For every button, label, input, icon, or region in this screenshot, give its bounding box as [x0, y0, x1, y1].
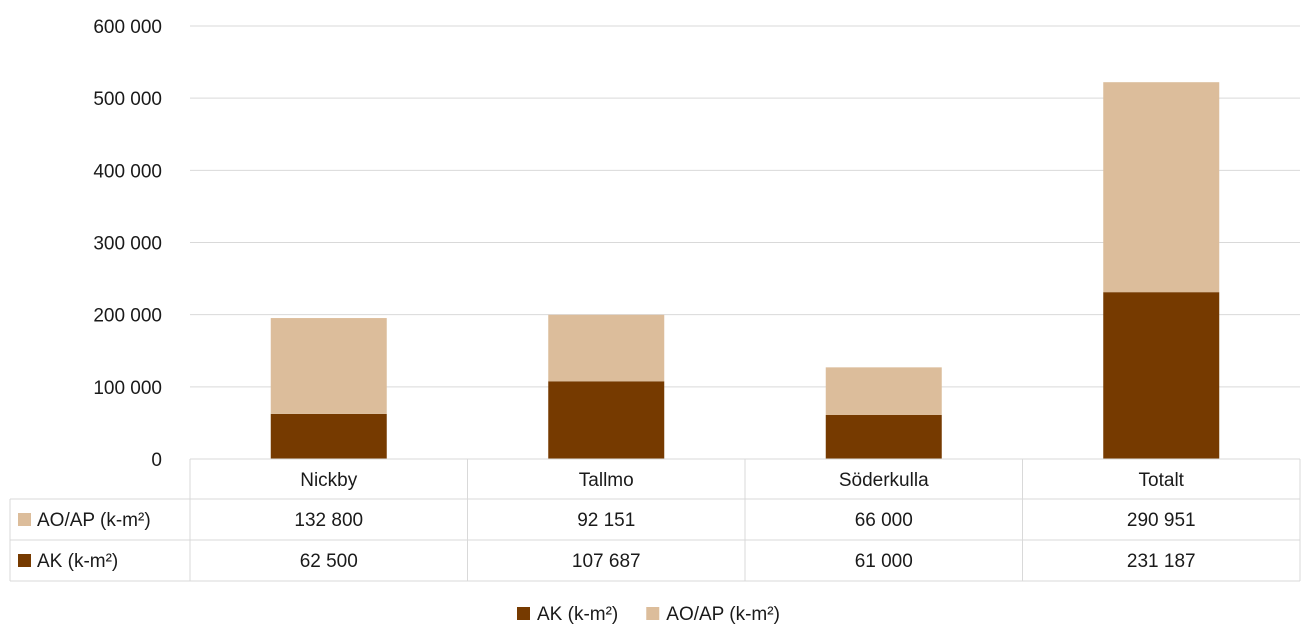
y-tick-label: 500 000: [93, 89, 162, 110]
y-tick-label: 100 000: [93, 378, 162, 399]
data-table-cell: 61 000: [855, 551, 913, 572]
category-label: Nickby: [300, 470, 358, 491]
bar-aoap-2: [825, 367, 942, 415]
bar-aoap-0: [270, 318, 387, 414]
y-tick-label: 300 000: [93, 234, 162, 255]
data-table-cell: 290 951: [1127, 510, 1196, 531]
bar-aoap-1: [548, 314, 665, 382]
row-label: AO/AP (k-m²): [37, 510, 151, 531]
category-label: Totalt: [1139, 470, 1185, 491]
legend-key-ak: [517, 607, 530, 620]
category-label: Söderkulla: [839, 470, 929, 491]
bar-ak-3: [1103, 292, 1220, 459]
bar-ak-1: [548, 381, 665, 459]
y-tick-label: 0: [151, 450, 162, 471]
row-legend-key-aoap: [18, 513, 31, 526]
bar-ak-0: [270, 413, 387, 459]
data-table-cell: 62 500: [300, 551, 358, 572]
legend-label: AO/AP (k-m²): [666, 604, 780, 625]
legend-key-aoap: [646, 607, 660, 620]
y-tick-label: 600 000: [93, 17, 162, 38]
y-tick-label: 400 000: [93, 161, 162, 182]
legend-label: AK (k-m²): [537, 604, 618, 625]
data-table-cell: 66 000: [855, 510, 913, 531]
y-tick-label: 200 000: [93, 306, 162, 327]
bar-ak-2: [825, 414, 942, 459]
bar-aoap-3: [1103, 82, 1220, 293]
data-table-cell: 92 151: [577, 510, 635, 531]
data-table-cell: 107 687: [572, 551, 641, 572]
category-label: Tallmo: [579, 470, 634, 491]
row-label: AK (k-m²): [37, 551, 118, 572]
row-legend-key-ak: [18, 554, 31, 567]
data-table-cell: 132 800: [294, 510, 363, 531]
data-table-cell: 231 187: [1127, 551, 1196, 572]
